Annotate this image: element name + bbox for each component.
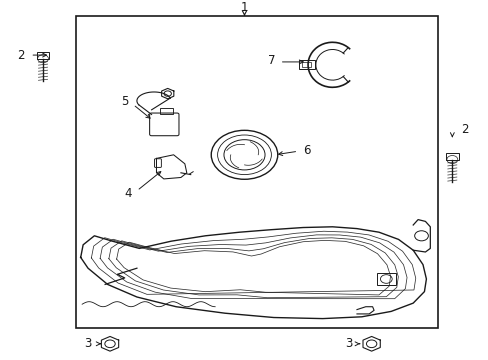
Text: 4: 4 [124, 187, 132, 200]
Text: 6: 6 [302, 144, 310, 157]
Text: 3: 3 [344, 337, 352, 350]
Text: 2: 2 [460, 123, 468, 136]
Text: 1: 1 [240, 1, 248, 14]
Text: 7: 7 [267, 54, 275, 67]
Text: 2: 2 [17, 49, 25, 62]
Text: 5: 5 [121, 95, 128, 108]
Text: 3: 3 [84, 337, 92, 350]
